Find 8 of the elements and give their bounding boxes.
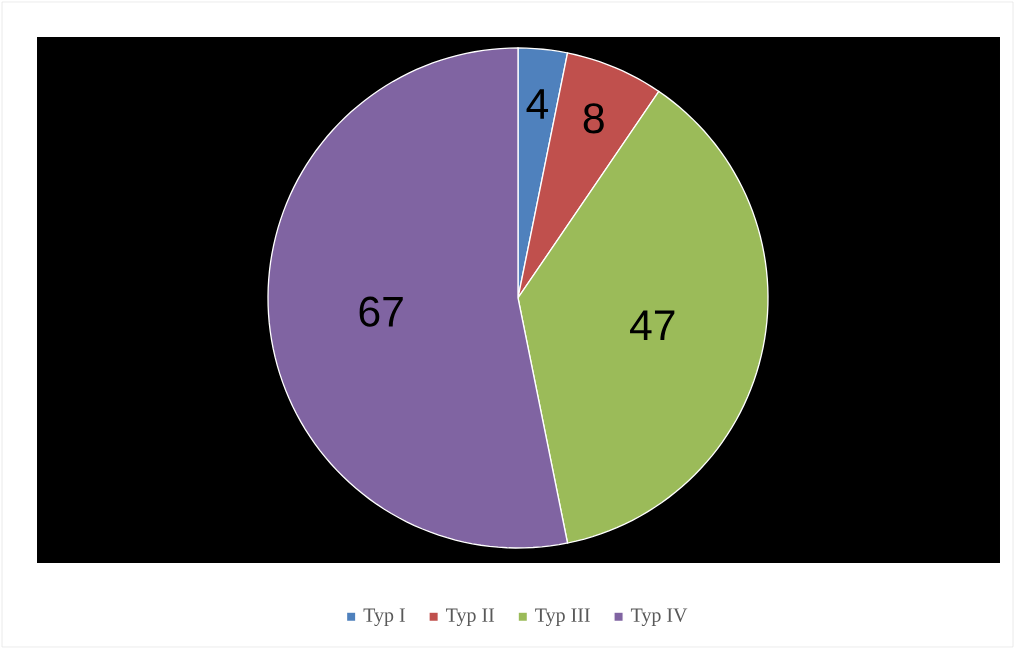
legend-label: Typ IV (630, 608, 688, 626)
data-label: 47 (630, 310, 675, 340)
data-label: 4 (526, 89, 549, 119)
legend-label: Typ II (446, 608, 495, 626)
legend-label: Typ III (535, 608, 590, 626)
data-label: 67 (359, 296, 403, 327)
legend-label: Typ I (363, 608, 405, 626)
data-label: 8 (583, 103, 604, 134)
